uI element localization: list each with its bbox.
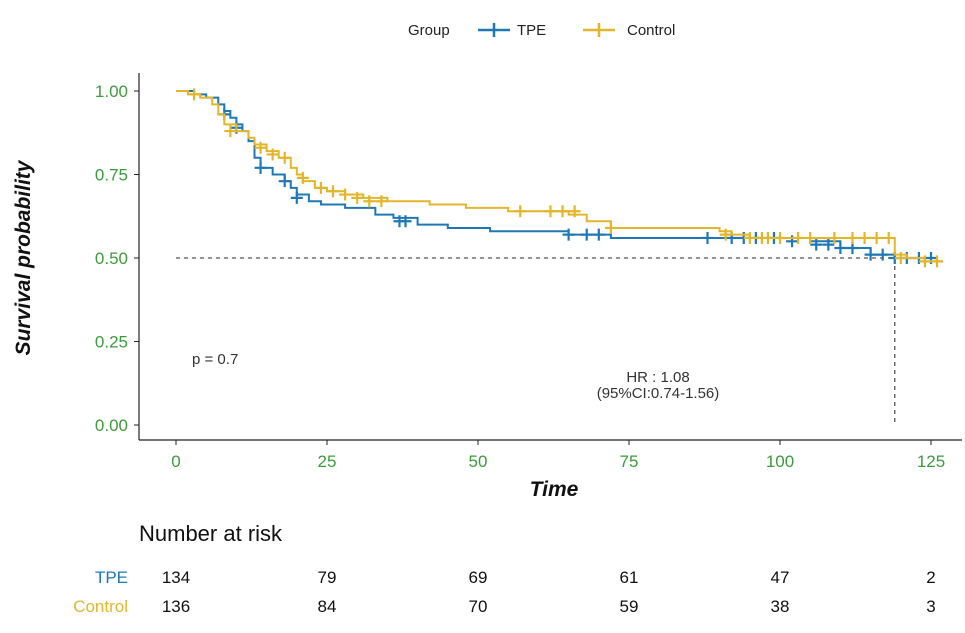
censor-mark-control <box>870 231 883 244</box>
x-tick-label: 125 <box>917 452 945 471</box>
y-tick-label: 1.00 <box>95 82 128 101</box>
risk-count-tpe: 69 <box>469 568 488 587</box>
censor-mark-control <box>894 252 907 264</box>
censor-mark-control <box>858 231 871 244</box>
risk-count-tpe: 47 <box>771 568 790 587</box>
censor-mark-tpe <box>701 231 714 244</box>
censor-mark-tpe <box>822 238 835 251</box>
censor-mark-tpe <box>592 228 605 241</box>
x-axis-title: Time <box>530 478 579 501</box>
legend-tpe-label: TPE <box>517 22 546 39</box>
censor-mark-tpe <box>864 248 877 261</box>
censor-mark-tpe <box>562 228 575 241</box>
risk-count-tpe: 2 <box>926 568 935 587</box>
risk-row-label-control: Control <box>73 597 128 616</box>
censor-mark-control <box>296 171 309 184</box>
y-axis-title: Survival probability <box>12 159 35 355</box>
median-reference-lines <box>176 257 896 425</box>
risk-count-control: 136 <box>162 597 190 616</box>
risk-count-control: 3 <box>926 597 935 616</box>
censor-mark-control <box>339 188 352 201</box>
censor-mark-control <box>743 231 756 244</box>
x-tick-label: 0 <box>171 452 180 471</box>
censor-mark-control <box>327 185 340 198</box>
censor-mark-control <box>792 231 805 244</box>
censor-mark-tpe <box>254 161 267 174</box>
censor-mark-tpe <box>580 228 593 241</box>
legend-control-label: Control <box>627 22 675 39</box>
censor-mark-control <box>774 231 786 244</box>
x-tick-label: 75 <box>620 452 639 471</box>
legend-title: Group <box>408 22 450 39</box>
censor-mark-control <box>828 231 841 244</box>
censor-mark-control <box>604 221 617 234</box>
p-value-annotation: p = 0.7 <box>192 351 238 368</box>
y-tick-label: 0.75 <box>95 166 128 185</box>
risk-table-title: Number at risk <box>139 521 283 546</box>
censor-mark-control <box>254 141 267 154</box>
survival-curve-tpe <box>176 90 938 259</box>
censor-mark-tpe <box>846 241 859 254</box>
risk-table: TPE 134 79 69 61 47 2 Control 136 84 70 59 38 3 <box>73 568 936 616</box>
risk-count-control: 84 <box>318 597 337 616</box>
censor-mark-control <box>375 195 388 208</box>
hazard-ratio-annotation: HR : 1.08 <box>626 369 689 386</box>
x-tick-label: 100 <box>766 452 794 471</box>
x-tick-label: 25 <box>318 452 337 471</box>
risk-count-tpe: 61 <box>620 568 639 587</box>
y-tick-label: 0.00 <box>95 416 128 435</box>
censor-mark-control <box>846 231 859 244</box>
censor-mark-control <box>266 148 279 161</box>
censor-mark-control <box>719 228 732 241</box>
censor-mark-control <box>278 151 291 164</box>
legend-entry-control: Control <box>583 22 675 39</box>
censor-mark-control <box>514 205 527 218</box>
censor-mark-tpe <box>876 248 889 261</box>
censor-mark-control <box>544 205 557 218</box>
risk-count-control: 59 <box>620 597 639 616</box>
risk-count-control: 70 <box>469 597 488 616</box>
legend: Group TPE Control <box>408 22 675 39</box>
survival-curves <box>176 88 944 268</box>
risk-count-tpe: 134 <box>162 568 190 587</box>
axis-ticks: 0.00 0.25 0.50 0.75 1.00 0 25 50 75 100 125 <box>95 82 945 471</box>
y-tick-label: 0.50 <box>95 249 128 268</box>
censor-mark-control <box>556 205 569 218</box>
censor-mark-control <box>351 191 364 204</box>
censor-mark-control <box>804 231 817 244</box>
y-tick-label: 0.25 <box>95 333 128 352</box>
censor-mark-control <box>188 88 201 101</box>
censor-mark-control <box>931 255 944 268</box>
survival-curve-control <box>176 90 944 263</box>
legend-entry-tpe: TPE <box>478 22 546 39</box>
x-tick-label: 50 <box>469 452 488 471</box>
censor-mark-tpe <box>290 191 303 204</box>
censor-mark-control <box>882 231 895 244</box>
risk-row-label-tpe: TPE <box>95 568 128 587</box>
censor-mark-control <box>314 181 327 194</box>
risk-count-tpe: 79 <box>318 568 337 587</box>
censor-mark-tpe <box>278 175 291 188</box>
risk-count-control: 38 <box>771 597 790 616</box>
confidence-interval-annotation: (95%CI:0.74-1.56) <box>597 385 720 402</box>
censor-mark-tpe <box>810 238 823 251</box>
censor-mark-control <box>224 125 237 138</box>
censor-mark-control <box>568 205 581 218</box>
censor-mark-control <box>363 195 376 208</box>
series-control <box>176 88 944 268</box>
censor-mark-tpe <box>399 215 412 228</box>
censor-mark-control <box>761 231 774 244</box>
censor-mark-control <box>918 255 931 268</box>
censor-mark-tpe <box>834 241 847 254</box>
